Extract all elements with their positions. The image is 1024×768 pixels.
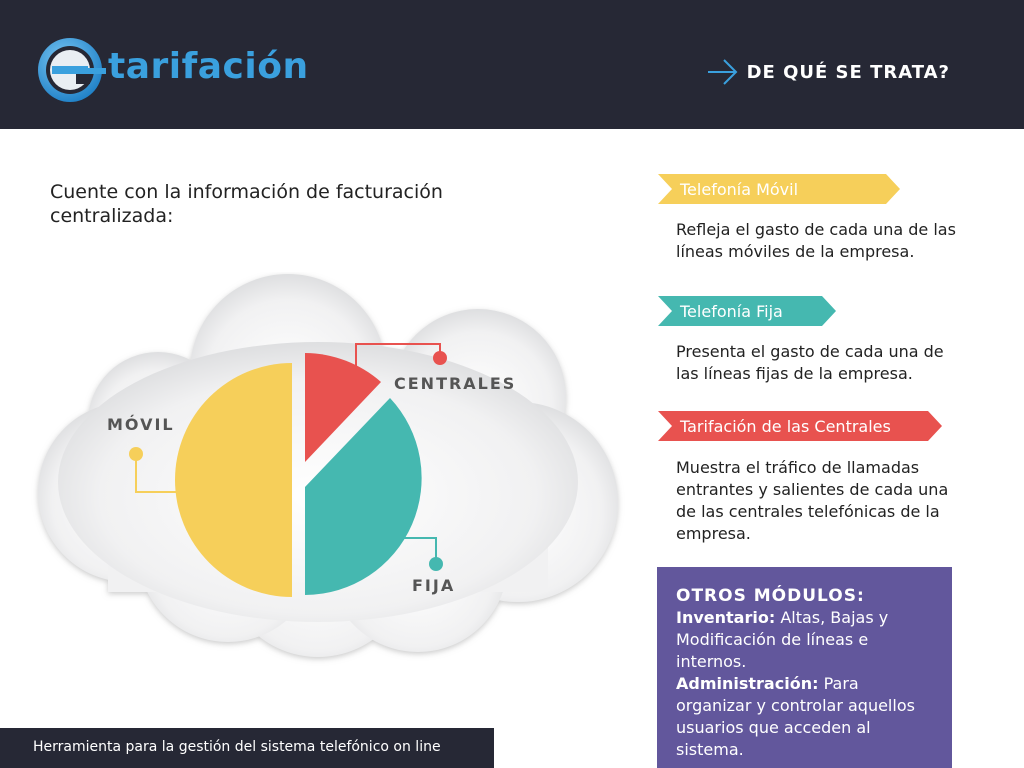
centrales-slice bbox=[305, 353, 381, 462]
movil-slice bbox=[175, 363, 292, 597]
cloud-chart: MÓVIL CENTRALES FIJA bbox=[38, 274, 618, 657]
other-modules-panel: OTROS MÓDULOS: Inventario: Altas, Bajas … bbox=[657, 567, 952, 768]
intro-text: Cuente con la información de facturación… bbox=[50, 181, 443, 227]
footer-bar: Herramienta para la gestión del sistema … bbox=[0, 728, 494, 768]
arrow-right-icon bbox=[707, 59, 737, 85]
module-name: Administración: bbox=[676, 674, 819, 693]
ribbon-tarifacion-centrales: Tarifación de las Centrales bbox=[658, 411, 942, 441]
centrales-dot bbox=[433, 351, 447, 365]
fija-slice bbox=[305, 398, 422, 595]
module-text: Para organizar y controlar aquellos usua… bbox=[676, 674, 915, 759]
nav-label: DE QUÉ SE TRATA? bbox=[746, 61, 950, 83]
movil-dot bbox=[129, 447, 143, 461]
fija-dot bbox=[429, 557, 443, 571]
logo[interactable]: tarifación bbox=[36, 36, 316, 104]
cloud-illustration: MÓVIL CENTRALES FIJA bbox=[18, 272, 638, 672]
what-is-it-link[interactable]: DE QUÉ SE TRATA? bbox=[707, 58, 950, 86]
ribbon-telefonia-movil: Telefonía Móvil bbox=[658, 174, 900, 204]
movil-connector bbox=[135, 454, 178, 493]
logo-text: tarifación bbox=[108, 46, 309, 87]
module-name: Inventario: bbox=[676, 608, 776, 627]
logo-e-icon bbox=[38, 38, 106, 102]
module-text: Altas, Bajas y Modificación de líneas e … bbox=[676, 608, 889, 671]
centrales-label: CENTRALES bbox=[394, 374, 516, 393]
module-inventario: Inventario: Altas, Bajas y Modificación … bbox=[676, 607, 934, 673]
header-bar: tarifación DE QUÉ SE TRATA? bbox=[0, 0, 1024, 129]
description-telefonia-movil: Refleja el gasto de cada una de las líne… bbox=[676, 220, 956, 261]
fija-label: FIJA bbox=[412, 576, 455, 595]
description-tarifacion-centrales: Muestra el tráfico de llamadas entrantes… bbox=[676, 458, 949, 543]
module-administracion: Administración: Para organizar y control… bbox=[676, 673, 934, 761]
movil-label: MÓVIL bbox=[107, 415, 175, 434]
ribbon-telefonia-fija: Telefonía Fija bbox=[658, 296, 836, 326]
modules-title: OTROS MÓDULOS: bbox=[676, 586, 865, 606]
fija-connector bbox=[400, 537, 437, 562]
cloud-shape bbox=[38, 274, 618, 657]
description-telefonia-fija: Presenta el gasto de cada una de las lín… bbox=[676, 342, 944, 383]
